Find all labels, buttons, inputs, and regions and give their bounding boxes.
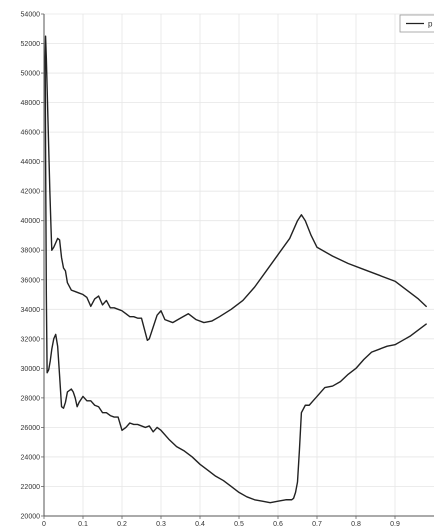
y-tick-label: 42000 xyxy=(21,189,41,196)
y-tick-label: 44000 xyxy=(21,159,41,166)
x-tick-label: 0.6 xyxy=(273,521,283,528)
y-tick-label: 54000 xyxy=(21,12,41,19)
x-tick-label: 0.2 xyxy=(117,521,127,528)
series-layer xyxy=(45,36,426,503)
x-tick-label: 0 xyxy=(42,521,46,528)
y-tick-label: 38000 xyxy=(21,248,41,255)
y-tick-label: 50000 xyxy=(21,71,41,78)
y-tick-label: 32000 xyxy=(21,336,41,343)
x-axis-ticks: 0 0.1 0.2 0.3 0.4 0.5 0.6 0.7 0.8 0.9 xyxy=(42,516,400,528)
y-tick-label: 40000 xyxy=(21,218,41,225)
y-tick-label: 24000 xyxy=(21,454,41,461)
x-tick-label: 0.9 xyxy=(390,521,400,528)
y-tick-label: 30000 xyxy=(21,366,41,373)
x-tick-label: 0.4 xyxy=(195,521,205,528)
y-tick-label: 36000 xyxy=(21,277,41,284)
x-tick-label: 0.1 xyxy=(78,521,88,528)
y-tick-label: 22000 xyxy=(21,484,41,491)
x-tick-label: 0.8 xyxy=(351,521,361,528)
series-line-p xyxy=(45,36,426,503)
y-tick-label: 20000 xyxy=(21,514,41,521)
grid xyxy=(44,14,434,516)
y-tick-label: 52000 xyxy=(21,41,41,48)
y-tick-label: 46000 xyxy=(21,130,41,137)
y-axis-ticks: 20000 22000 24000 26000 28000 30000 32000 34000… xyxy=(21,12,44,521)
legend-label: p xyxy=(428,20,433,29)
y-tick-label: 34000 xyxy=(21,307,41,314)
y-tick-label: 48000 xyxy=(21,100,41,107)
x-tick-label: 0.7 xyxy=(312,521,322,528)
x-tick-label: 0.3 xyxy=(156,521,166,528)
legend: p xyxy=(400,15,434,32)
y-tick-label: 28000 xyxy=(21,395,41,402)
x-tick-label: 0.5 xyxy=(234,521,244,528)
y-tick-label: 26000 xyxy=(21,425,41,432)
